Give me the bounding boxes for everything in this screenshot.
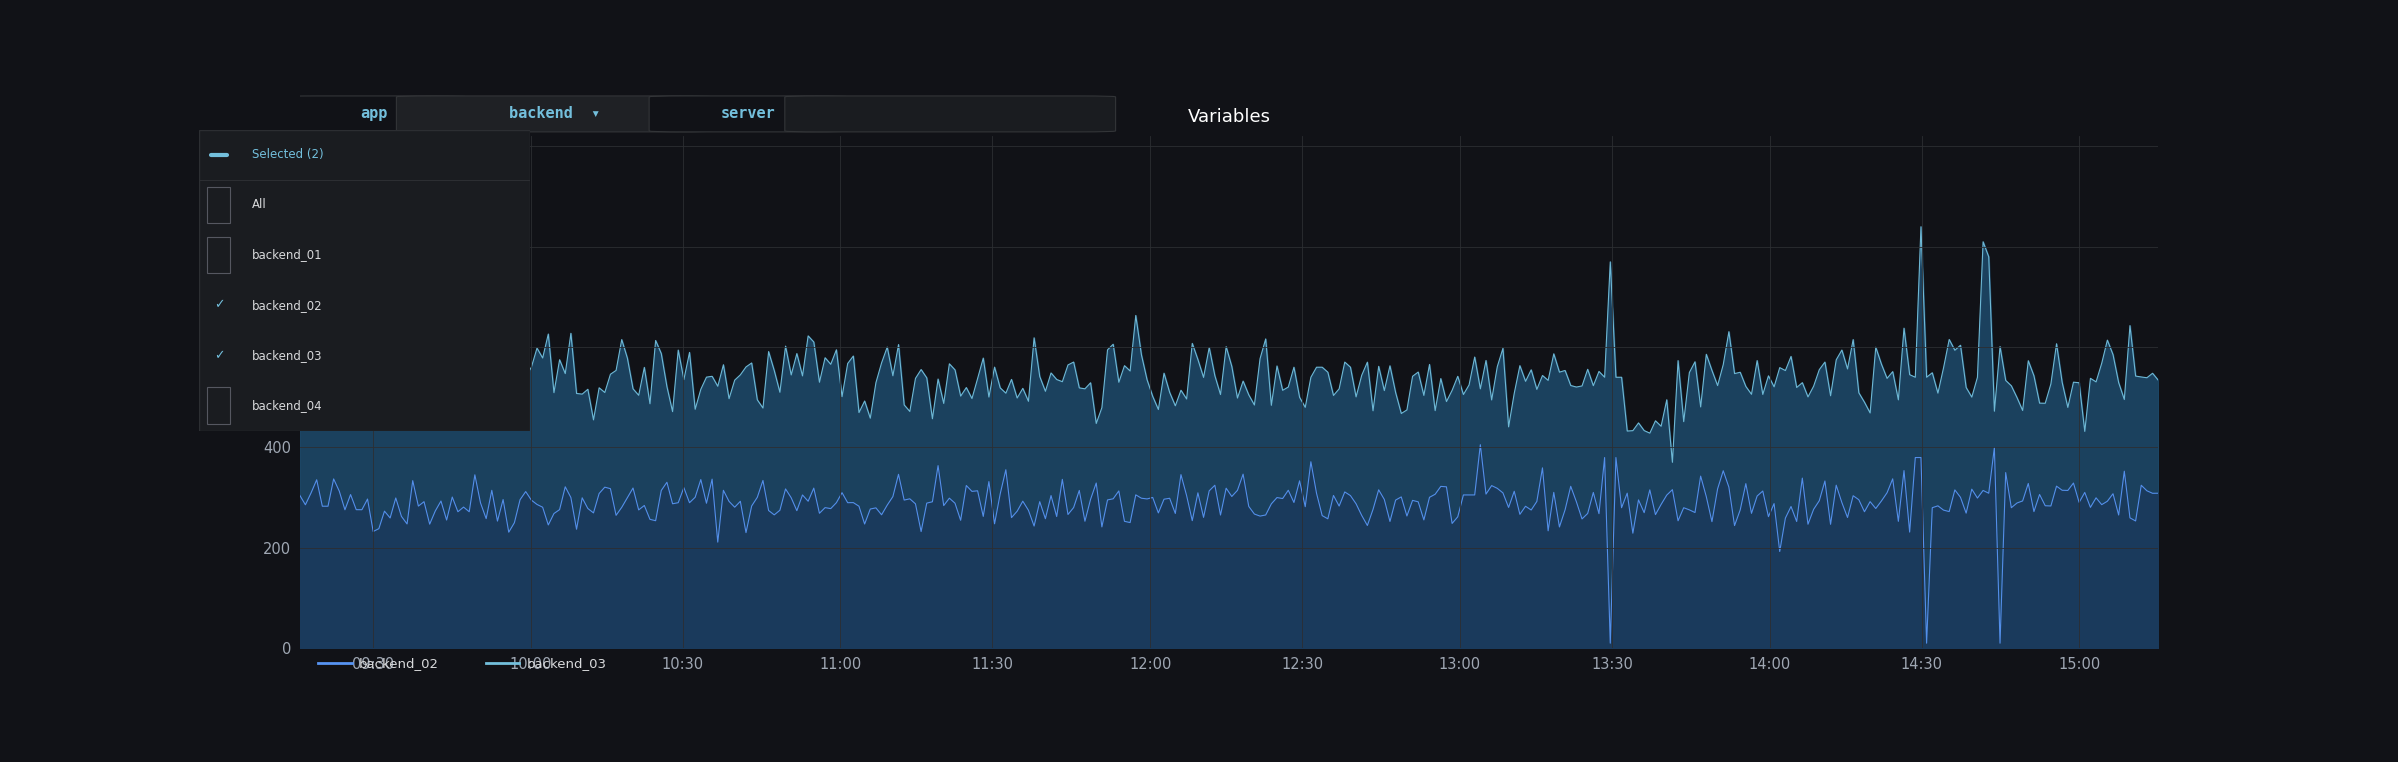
FancyBboxPatch shape [396,96,712,132]
Text: ✓: ✓ [213,299,223,312]
Text: server: server [722,107,777,121]
Text: backend_03: backend_03 [528,657,607,670]
Text: Selected (2): Selected (2) [252,148,324,161]
Text: backend_04: backend_04 [252,399,324,412]
FancyBboxPatch shape [199,130,530,431]
Text: backend_02: backend_02 [252,299,324,312]
Text: ✓: ✓ [213,349,223,362]
FancyBboxPatch shape [784,96,1115,132]
Text: Variables: Variables [1187,108,1271,126]
Text: backend_01: backend_01 [252,248,324,261]
FancyBboxPatch shape [650,96,849,132]
Text: backend  ▾: backend ▾ [508,107,600,121]
Text: backend_03: backend_03 [252,349,321,362]
Text: app: app [360,107,388,121]
FancyBboxPatch shape [281,96,468,132]
Text: All: All [252,198,266,211]
Text: backend_02: backend_02 [360,657,439,670]
